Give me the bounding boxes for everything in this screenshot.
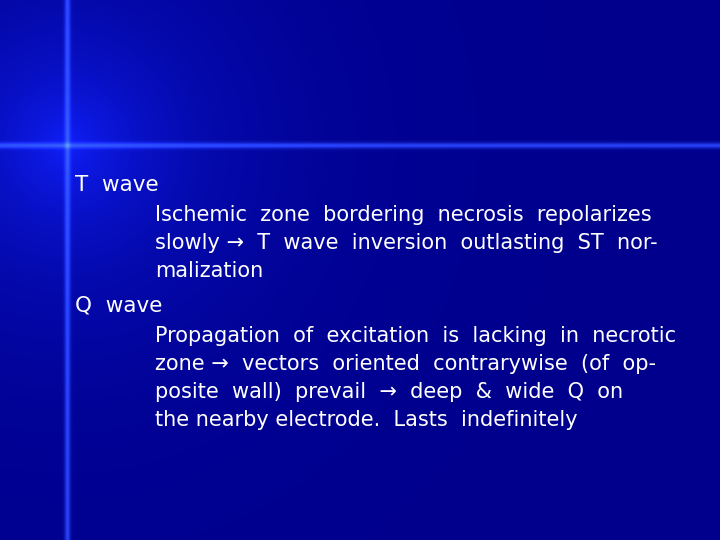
Text: Ischemic  zone  bordering  necrosis  repolarizes: Ischemic zone bordering necrosis repolar… bbox=[155, 205, 652, 225]
Text: posite  wall)  prevail  →  deep  &  wide  Q  on: posite wall) prevail → deep & wide Q on bbox=[155, 382, 623, 402]
Text: Q  wave: Q wave bbox=[75, 296, 163, 316]
Text: malization: malization bbox=[155, 261, 264, 281]
Text: the nearby electrode.  Lasts  indefinitely: the nearby electrode. Lasts indefinitely bbox=[155, 410, 577, 430]
Text: zone →  vectors  oriented  contrarywise  (of  op-: zone → vectors oriented contrarywise (of… bbox=[155, 354, 656, 374]
Text: T  wave: T wave bbox=[75, 175, 158, 195]
Text: slowly →  T  wave  inversion  outlasting  ST  nor-: slowly → T wave inversion outlasting ST … bbox=[155, 233, 657, 253]
Text: Propagation  of  excitation  is  lacking  in  necrotic: Propagation of excitation is lacking in … bbox=[155, 326, 676, 346]
